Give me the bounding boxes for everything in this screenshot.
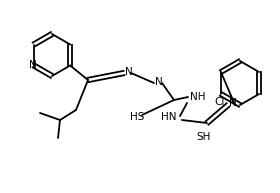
Text: HN: HN [160, 112, 176, 122]
Text: HS: HS [130, 112, 144, 122]
Text: NH: NH [190, 92, 206, 102]
Text: SH: SH [197, 132, 211, 142]
Text: Cl: Cl [215, 97, 225, 107]
Text: N: N [29, 60, 37, 70]
Text: N: N [155, 77, 163, 87]
Text: N: N [125, 67, 133, 77]
Text: N: N [229, 98, 237, 108]
